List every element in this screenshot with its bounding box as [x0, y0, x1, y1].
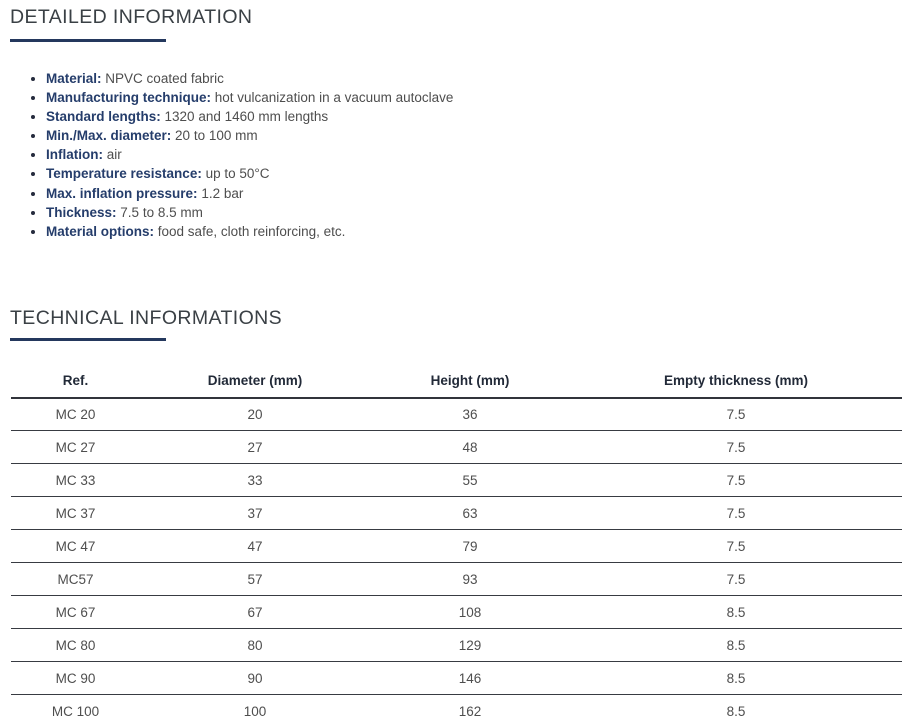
spec-value: up to 50°C	[205, 166, 270, 182]
list-item: Material: NPVC coated fabric	[46, 69, 923, 88]
table-cell: 8.5	[570, 628, 902, 663]
technical-informations-title: TECHNICAL INFORMATIONS	[10, 306, 283, 329]
table-cell: 162	[370, 694, 570, 722]
table-cell: 93	[370, 562, 570, 597]
section-technical-informations: TECHNICAL INFORMATIONS Ref. Diameter (mm…	[0, 307, 923, 722]
table-cell: 33	[140, 463, 370, 498]
spec-list: Material: NPVC coated fabric Manufacturi…	[0, 69, 923, 241]
table-cell: 146	[370, 661, 570, 696]
table-cell: MC 67	[11, 595, 140, 630]
spec-value: NPVC coated fabric	[105, 71, 224, 86]
table-cell: 8.5	[570, 661, 902, 696]
table-row: MC 27 27 48 7.5	[11, 430, 902, 465]
column-header-ref: Ref.	[11, 363, 140, 399]
list-item: Temperature resistance: up to 50°C	[46, 164, 923, 183]
table-cell: 57	[140, 562, 370, 597]
list-item: Max. inflation pressure: 1.2 bar	[46, 184, 923, 203]
table-cell: 7.5	[570, 397, 902, 432]
table-cell: 48	[370, 430, 570, 465]
table-cell: MC 33	[11, 463, 140, 498]
table-row: MC 37 37 63 7.5	[11, 496, 902, 531]
table-cell: 80	[140, 628, 370, 663]
table-cell: MC 47	[11, 529, 140, 564]
spec-label: Manufacturing technique:	[46, 90, 211, 106]
spec-label: Min./Max. diameter:	[46, 128, 172, 144]
table-cell: 129	[370, 628, 570, 663]
table-row: MC 33 33 55 7.5	[11, 463, 902, 498]
list-item: Inflation: air	[46, 145, 923, 164]
table-cell: 90	[140, 661, 370, 696]
list-item: Manufacturing technique: hot vulcanizati…	[46, 88, 923, 107]
table-row: MC 90 90 146 8.5	[11, 661, 902, 696]
spec-value: food safe, cloth reinforcing, etc.	[157, 223, 346, 239]
table-cell: 37	[140, 496, 370, 531]
table-cell: 20	[140, 397, 370, 432]
column-header-height: Height (mm)	[370, 363, 570, 399]
table-cell: 7.5	[570, 430, 902, 465]
table-row: MC 67 67 108 8.5	[11, 595, 902, 630]
spec-value: 20 to 100 mm	[175, 128, 258, 144]
table-row: MC 47 47 79 7.5	[11, 529, 902, 564]
table-row: MC 80 80 129 8.5	[11, 628, 902, 663]
table-cell: 7.5	[570, 529, 902, 564]
spec-label: Thickness:	[46, 204, 117, 220]
table-cell: 36	[370, 397, 570, 432]
table-cell: MC 20	[11, 397, 140, 432]
column-header-empty-thickness: Empty thickness (mm)	[570, 363, 902, 399]
table-cell: 63	[370, 496, 570, 531]
table-header-row: Ref. Diameter (mm) Height (mm) Empty thi…	[11, 363, 902, 399]
table-cell: MC 100	[11, 694, 140, 722]
table-cell: 108	[370, 595, 570, 630]
spec-label: Material options:	[46, 223, 155, 239]
spec-label: Material:	[46, 71, 102, 86]
table-cell: 7.5	[570, 463, 902, 498]
table-row: MC 100 100 162 8.5	[11, 694, 902, 722]
spec-value: 1.2 bar	[201, 185, 244, 201]
table-cell: 8.5	[570, 694, 902, 722]
table-cell: 100	[140, 694, 370, 722]
list-item: Thickness: 7.5 to 8.5 mm	[46, 203, 923, 222]
list-item: Min./Max. diameter: 20 to 100 mm	[46, 126, 923, 145]
spec-label: Inflation:	[46, 147, 103, 163]
detailed-information-title: DETAILED INFORMATION	[10, 6, 253, 28]
table-cell: 7.5	[570, 496, 902, 531]
table-cell: MC 37	[11, 496, 140, 531]
table-cell: 47	[140, 529, 370, 564]
table-row: MC57 57 93 7.5	[11, 562, 902, 597]
spec-label: Standard lengths:	[46, 109, 161, 125]
table-cell: 55	[370, 463, 570, 498]
table-row: MC 20 20 36 7.5	[11, 397, 902, 432]
table-cell: MC 90	[11, 661, 140, 696]
spec-value: 1320 and 1460 mm lengths	[164, 109, 329, 125]
column-header-diameter: Diameter (mm)	[140, 363, 370, 399]
table-cell: 8.5	[570, 595, 902, 630]
spec-value: air	[106, 147, 122, 163]
spec-table: Ref. Diameter (mm) Height (mm) Empty thi…	[11, 363, 902, 722]
table-cell: 67	[140, 595, 370, 630]
spec-label: Temperature resistance:	[46, 166, 202, 182]
section-detailed-information: DETAILED INFORMATION Material: NPVC coat…	[0, 0, 923, 241]
list-item: Standard lengths: 1320 and 1460 mm lengt…	[46, 107, 923, 126]
list-item: Material options: food safe, cloth reinf…	[46, 222, 923, 241]
title-underline	[10, 337, 166, 341]
table-cell: 79	[370, 529, 570, 564]
spec-value: 7.5 to 8.5 mm	[120, 204, 203, 220]
table-cell: MC57	[11, 562, 140, 597]
title-underline	[10, 39, 166, 42]
spec-label: Max. inflation pressure:	[46, 185, 198, 201]
table-cell: 7.5	[570, 562, 902, 597]
table-cell: MC 80	[11, 628, 140, 663]
table-cell: MC 27	[11, 430, 140, 465]
spec-value: hot vulcanization in a vacuum autoclave	[214, 90, 454, 106]
table-cell: 27	[140, 430, 370, 465]
